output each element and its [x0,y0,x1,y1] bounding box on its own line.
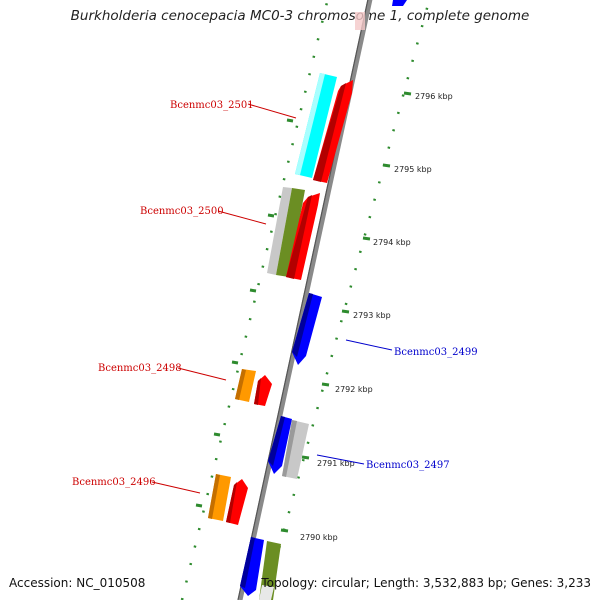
cds-feature-orange-shade [208,474,220,519]
gene-labels: Bcenmc03_2501 Bcenmc03_2500 Bcenmc03_249… [72,100,478,494]
gene-label-2501[interactable]: Bcenmc03_2501 [170,100,254,111]
tick-mark [382,163,391,168]
gene-label-2496[interactable]: Bcenmc03_2496 [72,477,156,488]
cds-feature-red-shade [286,195,312,279]
accession-text: Accession: NC_010508 [9,576,146,590]
cds-feature-gray-shade [282,420,297,477]
tick-label: 2796 kbp [415,92,453,101]
tick-mark [403,91,412,96]
tick-mark [362,236,371,241]
cds-feature-red-shade [226,482,237,523]
tick-mark [267,213,275,218]
tick-mark [301,455,310,460]
cds-feature-gray[interactable] [259,585,274,600]
tick-label: 2792 kbp [335,385,373,394]
gene-label-2500[interactable]: Bcenmc03_2500 [140,206,224,217]
tick-mark [321,382,330,387]
tick-mark [286,118,294,123]
cds-feature-blue-shade [268,416,285,466]
cds-feature-blue-shade [240,537,255,588]
map-title: Burkholderia cenocepacia MC0-3 chromosom… [70,8,530,24]
tick-mark [249,288,257,293]
tick-label: 2791 kbp [317,459,355,468]
tick-mark [280,528,289,533]
leader-line [217,210,267,225]
leader-line [247,103,297,119]
tick-marks [195,91,412,533]
tick-mark [231,360,239,365]
cds-feature-blue[interactable] [392,0,407,6]
cds-feature-gray[interactable] [267,187,292,275]
tick-label: 2790 kbp [300,533,338,542]
tick-labels: 2796 kbp 2795 kbp 2794 kbp 2793 kbp 2792… [300,92,453,542]
cds-feature-orange-shade [235,369,246,400]
cds-feature-olive[interactable] [259,541,281,600]
cds-feature-red-shade [254,378,261,405]
cds-feature-olive[interactable] [276,188,305,277]
leader-line [345,339,393,351]
gene-label-2497[interactable]: Bcenmc03_2497 [366,460,450,471]
genome-summary-text: Topology: circular; Length: 3,532,883 bp… [261,576,591,590]
cds-feature-red-shade [313,83,346,182]
inner-dotted-ring [180,0,329,600]
tick-mark [195,503,203,508]
cds-feature-cyan-highlight [295,73,325,175]
gene-label-2498[interactable]: Bcenmc03_2498 [98,363,182,374]
tick-mark [213,432,221,437]
cds-feature-gray[interactable] [282,420,309,479]
gene-features [208,0,407,600]
tick-mark [341,309,350,314]
tick-label: 2794 kbp [373,238,411,247]
leader-line [177,367,227,381]
gene-label-2499[interactable]: Bcenmc03_2499 [394,347,478,358]
tick-label: 2793 kbp [353,311,391,320]
rrna-feature-pink[interactable] [355,12,365,30]
leader-line [151,481,201,494]
leader-line [316,454,365,465]
cds-feature-blue-shade [292,293,313,357]
tick-label: 2795 kbp [394,165,432,174]
